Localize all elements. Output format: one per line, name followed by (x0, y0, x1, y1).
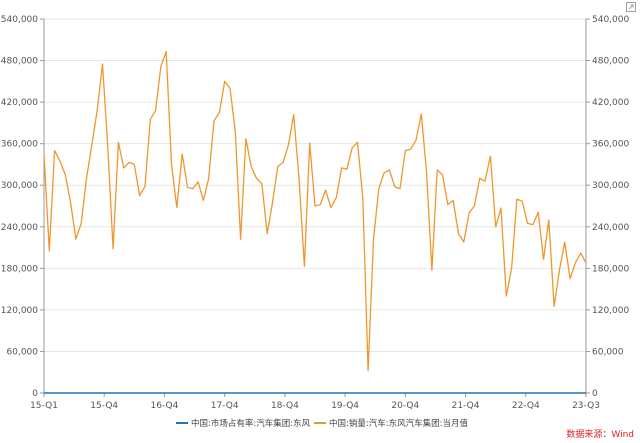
right-tick-label: 360,000 (592, 140, 629, 150)
x-tick-label: 19-Q4 (331, 401, 359, 411)
right-tick-label: 540,000 (592, 15, 629, 25)
left-axis-tick-labels: 0 60,000 120,000 180,000 240,000 300,000 360,0… (1, 15, 38, 399)
expand-icon[interactable] (626, 2, 636, 12)
legend-label-series2: 中国:销量:汽车:东风汽车集团:当月值 (329, 418, 468, 429)
right-tick-label: 60,000 (592, 347, 624, 357)
left-tick-label: 420,000 (1, 98, 38, 108)
left-tick-label: 60,000 (7, 347, 39, 357)
series-line-monthly-sales (43, 50, 587, 372)
right-tick-label: 240,000 (592, 223, 629, 233)
x-axis-tick-labels: 15-Q1 15-Q4 16-Q4 17-Q4 18-Q4 19-Q4 20-Q4 21-Q4… (30, 401, 600, 411)
x-tick-label: 15-Q1 (30, 401, 58, 411)
left-tick-label: 180,000 (1, 264, 38, 274)
left-tick-label: 240,000 (1, 223, 38, 233)
left-tick-label: 360,000 (1, 140, 38, 150)
x-tick-label: 20-Q4 (391, 401, 419, 411)
legend[interactable]: 中国:市场占有率:汽车集团:东风 中国:销量:汽车:东风汽车集团:当月值 (176, 418, 468, 429)
right-tick-label: 0 (592, 389, 598, 399)
axes (40, 18, 590, 397)
left-tick-label: 0 (32, 389, 38, 399)
left-tick-label: 540,000 (1, 15, 38, 25)
left-tick-label: 300,000 (1, 181, 38, 191)
x-tick-label: 22-Q4 (512, 401, 540, 411)
x-tick-label: 16-Q4 (151, 401, 179, 411)
x-tick-label: 18-Q4 (271, 401, 299, 411)
x-tick-label: 21-Q4 (452, 401, 480, 411)
legend-label-series1: 中国:市场占有率:汽车集团:东风 (191, 418, 311, 429)
series-lines (43, 50, 587, 394)
right-tick-label: 480,000 (592, 57, 629, 67)
right-tick-label: 300,000 (592, 181, 629, 191)
x-tick-label: 15-Q4 (90, 401, 118, 411)
x-tick-label: 23-Q3 (572, 401, 600, 411)
right-axis-tick-labels: 0 60,000 120,000 180,000 240,000 300,000 360,0… (592, 15, 629, 399)
grid-lines (44, 18, 586, 352)
right-tick-label: 180,000 (592, 264, 629, 274)
source-note: 数据来源：Wind (566, 428, 634, 440)
left-tick-label: 120,000 (1, 306, 38, 316)
left-tick-label: 480,000 (1, 57, 38, 67)
right-tick-label: 120,000 (592, 306, 629, 316)
x-tick-label: 17-Q4 (211, 401, 239, 411)
right-tick-label: 420,000 (592, 98, 629, 108)
